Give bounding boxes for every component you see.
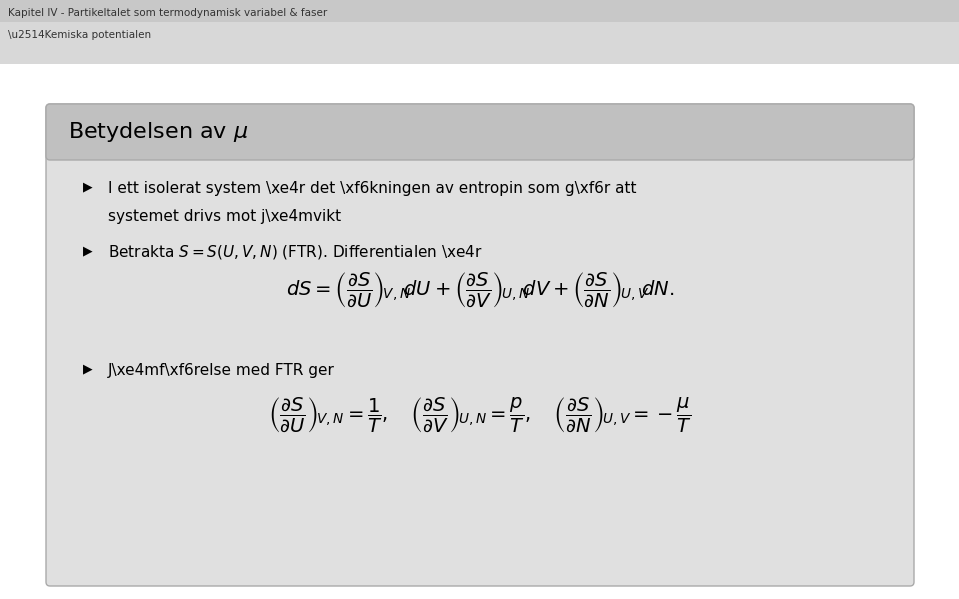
Bar [0,22,959,64]
Text: $\left(\dfrac{\partial S}{\partial U}\right)_{\!V,N} = \dfrac{1}{T},\quad \left(: $\left(\dfrac{\partial S}{\partial U}\ri… [268,396,692,434]
Text: Betrakta $S = S(U, V, N)$ (FTR). Differentialen \xe4r: Betrakta $S = S(U, V, N)$ (FTR). Differe… [108,243,483,261]
Text: Betydelsen av $\mu$: Betydelsen av $\mu$ [68,120,248,144]
Text: $\blacktriangleright$: $\blacktriangleright$ [80,363,94,377]
Text: $dS = \left(\dfrac{\partial S}{\partial U}\right)_{\!V,N}\!\! dU + \left(\dfrac{: $dS = \left(\dfrac{\partial S}{\partial … [286,271,674,309]
Text: I ett isolerat system \xe4r det \xf6kningen av entropin som g\xf6r att: I ett isolerat system \xe4r det \xf6knin… [108,180,637,195]
Bar [0,0,959,22]
Text: Kapitel IV - Partikeltalet som termodynamisk variabel & faser: Kapitel IV - Partikeltalet som termodyna… [8,8,327,18]
Text: \u2514Kemiska potentialen: \u2514Kemiska potentialen [8,30,152,40]
Text: systemet drivs mot j\xe4mvikt: systemet drivs mot j\xe4mvikt [108,208,341,223]
Text: J\xe4mf\xf6relse med FTR ger: J\xe4mf\xf6relse med FTR ger [108,362,335,377]
Bar [51,146,909,158]
FancyBboxPatch shape [46,104,914,160]
Text: $\blacktriangleright$: $\blacktriangleright$ [80,245,94,259]
FancyBboxPatch shape [46,104,914,586]
Text: $\blacktriangleright$: $\blacktriangleright$ [80,181,94,195]
